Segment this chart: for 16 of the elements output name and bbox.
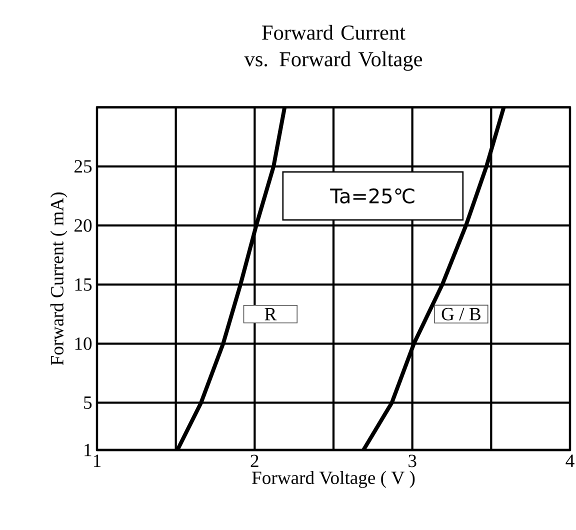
x-tick-label: 3 [408, 454, 416, 468]
x-tick-label: 4 [566, 454, 574, 467]
x-axis-title: Forward Voltage ( V ) [252, 470, 415, 488]
y-axis-title: Forward Current ( mA) [50, 192, 68, 366]
y-tick-label: 10 [75, 337, 92, 350]
y-tick-label: 25 [74, 160, 92, 173]
y-tick-label: 20 [74, 219, 92, 232]
y-tick-label: 5 [84, 396, 92, 409]
series-label: R [264, 308, 277, 320]
x-tick-label: 1 [94, 454, 101, 467]
chart-title: Forward Current vs. Forward Voltage [244, 24, 422, 71]
y-tick-label: 15 [75, 278, 92, 291]
series-label: G / B [442, 308, 480, 320]
y-tick-label: 1 [84, 444, 92, 456]
x-tick-label: 2 [250, 454, 258, 468]
annotation: Ta=25℃ [330, 188, 414, 204]
